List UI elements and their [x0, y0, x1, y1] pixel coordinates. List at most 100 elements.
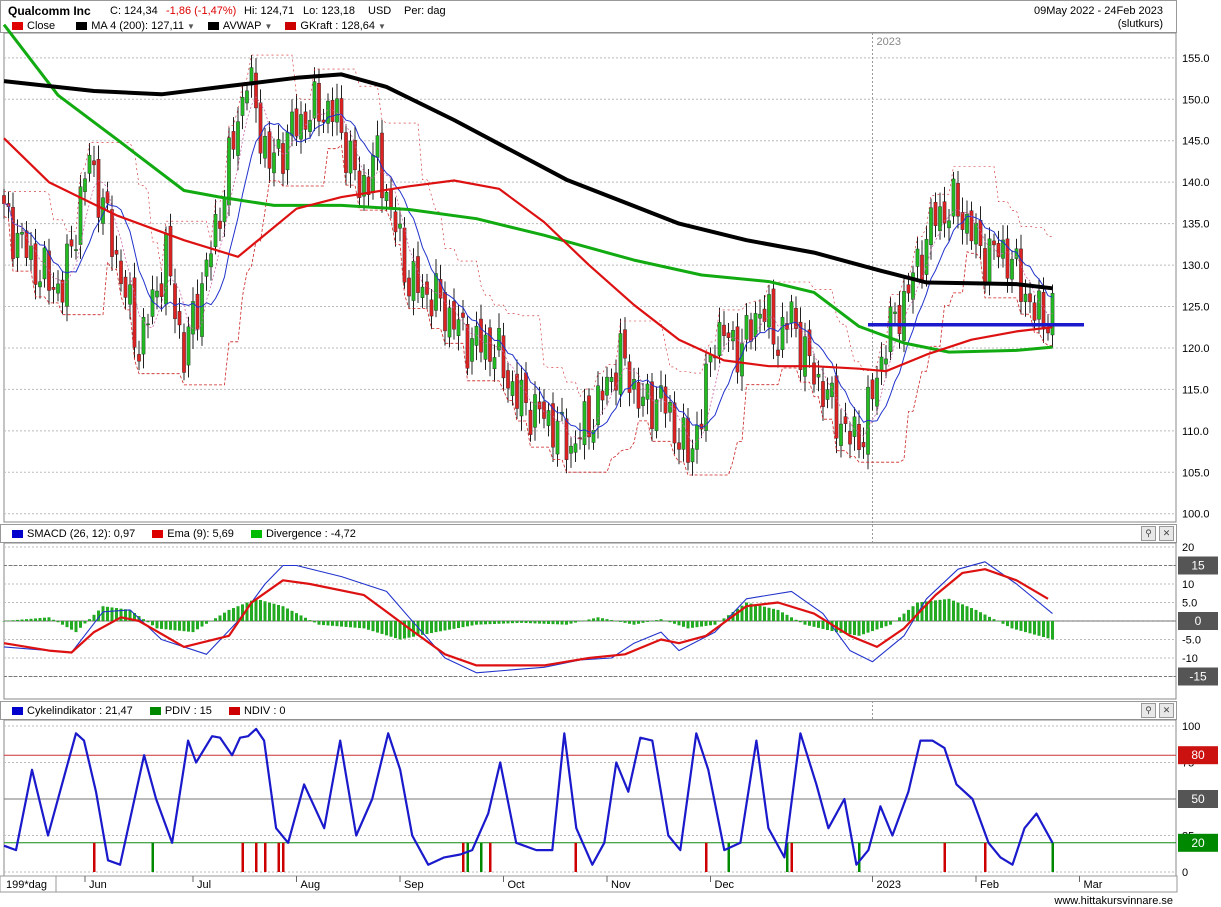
candle-body	[528, 409, 533, 435]
candle-body	[353, 140, 357, 171]
candle-body	[398, 223, 402, 229]
price-tick-label: 140.0	[1182, 177, 1210, 189]
divergence-bar	[205, 621, 208, 624]
divergence-bar	[808, 621, 811, 626]
candle-body	[357, 170, 362, 198]
candle-body	[825, 389, 830, 400]
candle-body	[519, 379, 524, 417]
divergence-bar	[988, 616, 991, 621]
divergence-bar	[439, 621, 442, 632]
candle-body	[776, 349, 780, 356]
candle-body	[677, 442, 681, 450]
divergence-bar	[110, 607, 114, 621]
divergence-bar	[623, 621, 627, 623]
divergence-bar	[722, 618, 726, 621]
candle-body	[159, 283, 164, 297]
header-bar	[0, 0, 1177, 33]
pdiv-bar	[727, 842, 730, 872]
divergence-bar	[200, 621, 204, 627]
macd-tick-label: -10	[1182, 653, 1198, 665]
candle-body	[686, 417, 690, 463]
candle-body	[470, 338, 474, 362]
legend-ema[interactable]: Ema (9): 5,69	[152, 528, 234, 540]
search-icon[interactable]: ⚲	[1141, 526, 1156, 541]
candle-body	[690, 448, 695, 463]
divergence-bar	[1024, 621, 1027, 633]
cycle-tick-label: 100	[1182, 721, 1200, 733]
close-icon[interactable]: ✕	[1159, 526, 1174, 541]
divergence-bar	[790, 617, 793, 621]
divergence-bar	[227, 609, 231, 621]
divergence-bar	[929, 600, 933, 621]
divergence-bar	[367, 621, 370, 630]
candle-body	[74, 249, 78, 251]
candle-body	[1037, 290, 1041, 320]
divergence-bar	[349, 621, 352, 628]
divergence-bar	[484, 621, 487, 625]
search-icon[interactable]: ⚲	[1141, 703, 1156, 718]
legend-avwap[interactable]: AVWAP ▼	[207, 20, 272, 32]
legend-cykel[interactable]: Cykelindikator : 21,47	[12, 705, 133, 717]
candle-body	[56, 283, 60, 294]
divergence-bar	[515, 621, 519, 624]
divergence-bar	[97, 610, 100, 621]
candle-body	[105, 191, 110, 204]
legend-ndiv[interactable]: NDIV : 0	[228, 705, 286, 717]
macd-level-label: -15	[1189, 670, 1207, 684]
divergence-bar	[209, 621, 213, 622]
legend-close[interactable]: Close	[12, 20, 55, 32]
divergence-bar	[425, 621, 429, 634]
divergence-bar	[376, 621, 379, 633]
divergence-bar	[1042, 621, 1045, 638]
divergence-bar	[857, 621, 861, 636]
candle-body	[384, 191, 389, 202]
footer-site[interactable]: www.hittakursvinnare.se	[1054, 895, 1173, 907]
candle-body	[654, 399, 659, 431]
candle-body	[722, 324, 726, 336]
legend-divergence[interactable]: Divergence : -4,72	[250, 528, 356, 540]
divergence-bar	[893, 621, 897, 622]
divergence-bar	[776, 609, 780, 621]
divergence-bar	[232, 608, 235, 621]
green-ma-line	[2, 23, 1053, 354]
divergence-bar	[547, 621, 550, 624]
legend-ma[interactable]: MA 4 (200): 127,11 ▼	[76, 20, 195, 32]
divergence-bar	[457, 621, 460, 628]
divergence-bar	[371, 621, 375, 632]
close-value: C: 124,34	[110, 5, 158, 17]
divergence-bar	[299, 615, 303, 621]
candle-body	[749, 319, 753, 342]
ndiv-bar	[489, 842, 492, 872]
candle-body	[609, 377, 614, 382]
close-icon[interactable]: ✕	[1159, 703, 1174, 718]
legend-smacd[interactable]: SMACD (26, 12): 0,97	[12, 528, 135, 540]
candle-body	[753, 313, 758, 338]
candle-body	[299, 114, 303, 140]
legend-cycle: Cykelindikator : 21,47 PDIV : 15 NDIV : …	[12, 705, 286, 717]
divergence-bar	[853, 621, 856, 636]
macd-tick-label: 20	[1182, 542, 1194, 554]
price-tick-label: 135.0	[1182, 219, 1210, 231]
ndiv-bar	[93, 842, 96, 872]
divergence-bar	[259, 600, 262, 621]
candle-body	[60, 279, 65, 303]
legend-pdiv[interactable]: PDIV : 15	[149, 705, 212, 717]
candle-body	[29, 245, 33, 260]
candle-body	[573, 443, 578, 453]
candle-body	[204, 259, 209, 277]
candle-body	[65, 243, 69, 307]
divergence-bar	[344, 621, 348, 627]
divergence-bar	[52, 619, 55, 621]
divergence-bar	[938, 599, 942, 621]
divergence-bar	[862, 621, 865, 635]
candle-body	[83, 178, 87, 192]
candle-body	[933, 202, 938, 226]
price-tick-label: 150.0	[1182, 94, 1210, 106]
legend-gkraft[interactable]: GKraft : 128,64 ▼	[285, 20, 386, 32]
divergence-bar	[934, 600, 937, 621]
divergence-bar	[142, 619, 145, 621]
divergence-bar	[916, 602, 919, 621]
candle-body	[429, 299, 434, 317]
macd-level-badge	[1178, 612, 1218, 630]
